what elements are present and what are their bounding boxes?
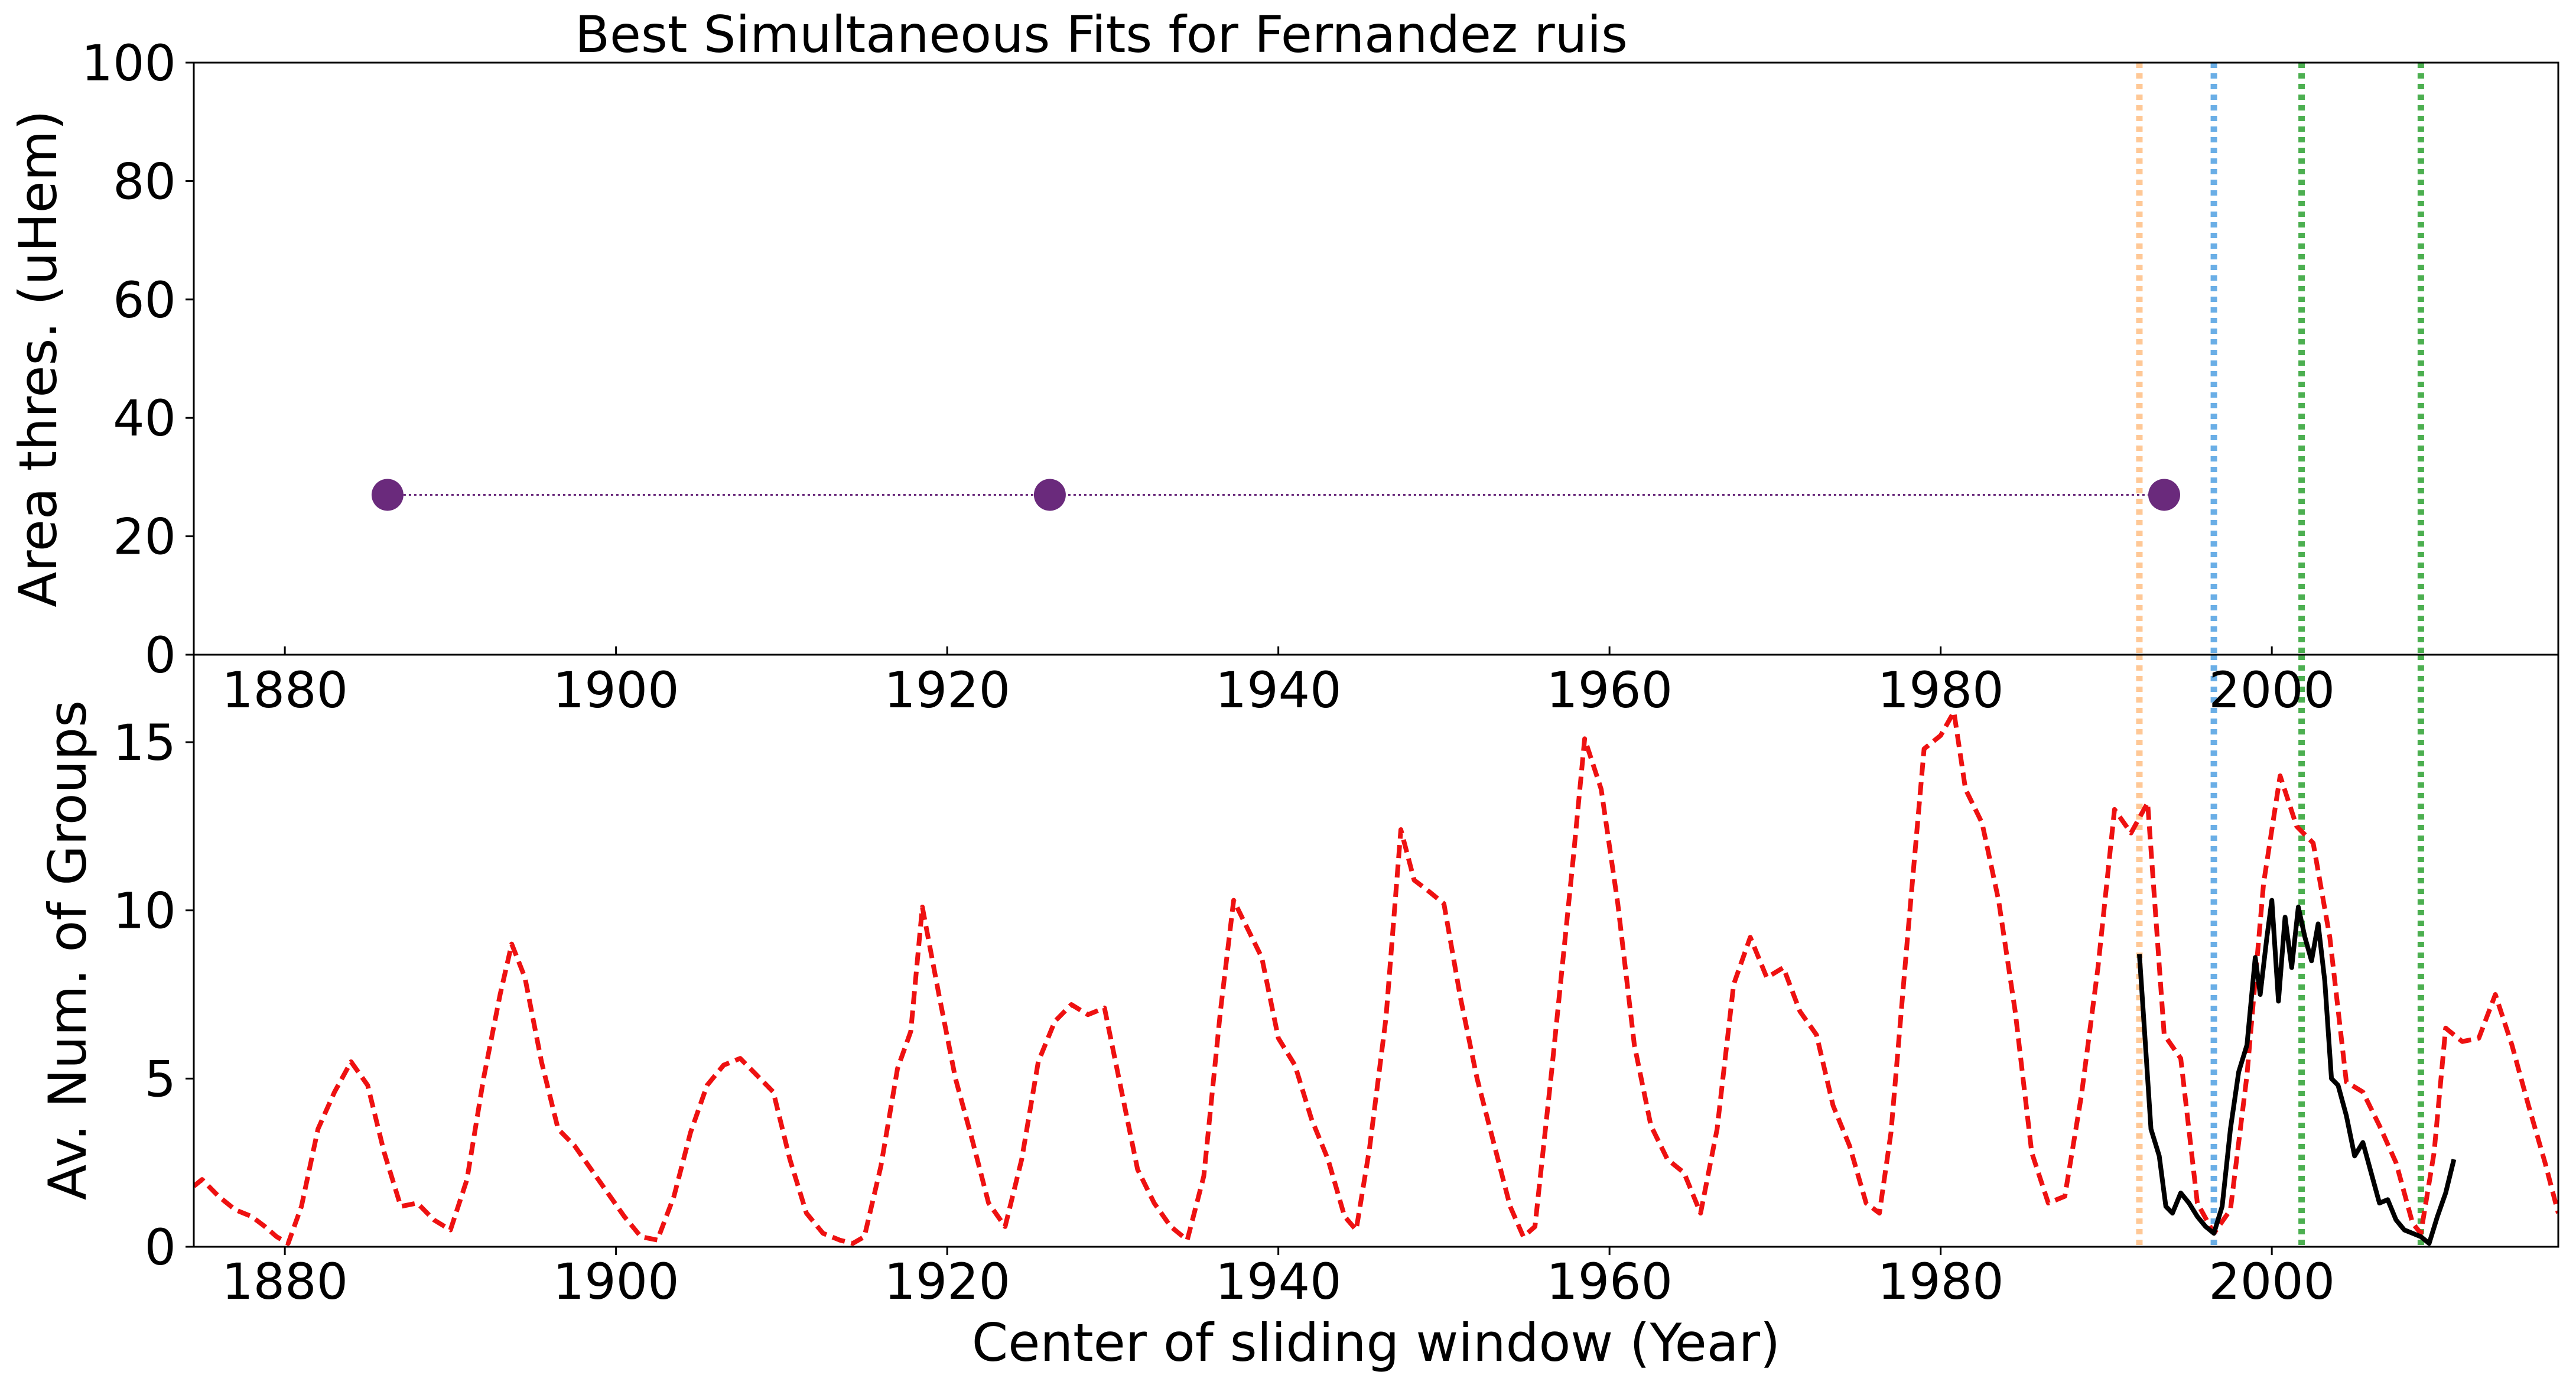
bottom-vertical-markers — [2136, 655, 2424, 1247]
y-tick-label-1-3: 15 — [113, 714, 176, 772]
x-tick-label-1-3: 1940 — [1215, 1253, 1342, 1311]
y-tick-label-0-5: 100 — [82, 34, 176, 92]
top-panel: Best Simultaneous Fits for Fernandez rui… — [8, 5, 2559, 684]
x-tick-label-0-1: 1900 — [553, 661, 679, 719]
bottom-panel: 1880 1900 1920 1940 1960 1980 2000 0 5 10 15 1880… — [37, 646, 2559, 1373]
top-y-ticks: 0 20 40 60 80 100 — [82, 34, 194, 684]
x-tick-label-0-5: 1980 — [1878, 661, 2004, 719]
y-tick-label-0-2: 40 — [113, 389, 176, 447]
y-tick-label-0-3: 60 — [113, 271, 176, 329]
y-tick-label-1-0: 0 — [145, 1218, 176, 1276]
black-solid-series-line — [2137, 898, 2457, 1246]
x-tick-label-0-0: 1880 — [222, 661, 348, 719]
top-y-axis-label: Area thres. (uHem) — [8, 110, 69, 607]
top-series — [371, 479, 2180, 511]
red-dashed-series-line — [194, 709, 2558, 1246]
bottom-series — [194, 709, 2558, 1246]
bottom-x-ticks: 1880 1900 1920 1940 1960 1980 2000 — [222, 1247, 2335, 1311]
y-tick-label-1-1: 5 — [145, 1050, 176, 1108]
y-tick-label-0-1: 20 — [113, 508, 176, 566]
threshold-point-0 — [371, 479, 404, 511]
bottom-y-ticks: 0 5 10 15 — [113, 714, 194, 1276]
bottom-y-axis-label: Av. Num. of Groups — [37, 700, 98, 1200]
x-tick-label-1-6: 2000 — [2209, 1253, 2335, 1311]
x-tick-label-0-4: 1960 — [1546, 661, 1673, 719]
top-axes-frame — [193, 61, 2559, 656]
chart-title: Best Simultaneous Fits for Fernandez rui… — [575, 5, 1628, 64]
x-axis-label: Center of sliding window (Year) — [972, 1312, 1780, 1373]
x-tick-label-1-4: 1960 — [1546, 1253, 1673, 1311]
x-tick-label-1-1: 1900 — [553, 1253, 679, 1311]
x-tick-label-1-5: 1980 — [1878, 1253, 2004, 1311]
x-tick-label-0-3: 1940 — [1215, 661, 1342, 719]
bottom-axes-frame — [193, 654, 2559, 1248]
x-tick-label-0-2: 1920 — [884, 661, 1010, 719]
x-tick-label-1-0: 1880 — [222, 1253, 348, 1311]
y-tick-label-1-2: 10 — [113, 882, 176, 940]
y-tick-label-0-4: 80 — [113, 152, 176, 210]
shared-x-ticks: 1880 1900 1920 1940 1960 1980 2000 — [222, 646, 2335, 719]
x-tick-label-0-6: 2000 — [2209, 661, 2335, 719]
x-tick-label-1-2: 1920 — [884, 1253, 1010, 1311]
top-vertical-markers — [2136, 63, 2424, 655]
y-tick-label-0-0: 0 — [145, 626, 176, 684]
threshold-point-1 — [1033, 479, 1066, 511]
threshold-point-2 — [2148, 479, 2180, 511]
